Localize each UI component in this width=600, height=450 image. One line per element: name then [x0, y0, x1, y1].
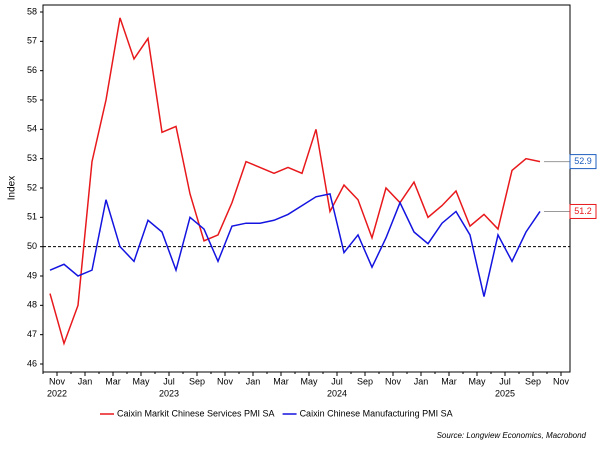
x-tick-label: Nov [553, 376, 570, 386]
series-line [49, 192, 541, 297]
x-tick-label: Sep [357, 376, 373, 386]
x-year-label: 2022 [47, 388, 67, 398]
x-tick-label: May [300, 376, 318, 386]
y-tick-label: 56 [27, 65, 37, 75]
y-axis-label: Index [7, 176, 18, 200]
y-tick-label: 46 [27, 358, 37, 368]
y-tick-label: 54 [27, 124, 37, 134]
legend-label: Caixin Markit Chinese Services PMI SA [117, 408, 275, 418]
x-tick-label: Jan [414, 376, 429, 386]
x-tick-label: Nov [385, 376, 402, 386]
x-tick-label: May [132, 376, 150, 386]
x-tick-label: Nov [217, 376, 234, 386]
x-tick-label: May [468, 376, 486, 386]
y-tick-label: 53 [27, 153, 37, 163]
end-label-text: 52.9 [574, 156, 592, 166]
y-tick-label: 55 [27, 94, 37, 104]
y-tick-label: 48 [27, 300, 37, 310]
x-tick-label: Mar [441, 376, 457, 386]
y-tick-label: 52 [27, 182, 37, 192]
x-year-label: 2025 [495, 388, 515, 398]
end-label-text: 51.2 [574, 206, 592, 216]
end-label: 51.2 [544, 203, 597, 219]
y-tick-label: 47 [27, 329, 37, 339]
plot-frame [42, 4, 571, 373]
x-tick-label: Jul [163, 376, 175, 386]
y-tick-label: 50 [27, 241, 37, 251]
x-year-label: 2023 [159, 388, 179, 398]
end-label-box [569, 154, 597, 170]
x-tick-label: Mar [273, 376, 289, 386]
x-tick-label: Sep [525, 376, 541, 386]
x-tick-label: Mar [105, 376, 121, 386]
x-tick-label: Jan [78, 376, 93, 386]
x-tick-label: Jan [246, 376, 261, 386]
source: Source: Longview Economics, Macrobond [437, 431, 587, 440]
y-tick-label: 57 [27, 36, 37, 46]
end-label-box [569, 203, 597, 219]
x-tick-label: Jul [499, 376, 511, 386]
series-line [49, 17, 541, 346]
y-tick-label: 51 [27, 212, 37, 222]
y-tick-label: 58 [27, 6, 37, 16]
x-tick-label: Sep [189, 376, 205, 386]
legend-label: Caixin Chinese Manufacturing PMI SA [300, 408, 453, 418]
end-label: 52.9 [544, 154, 597, 170]
x-tick-label: Jul [331, 376, 343, 386]
x-year-label: 2024 [327, 388, 347, 398]
y-tick-label: 49 [27, 270, 37, 280]
x-tick-label: Nov [49, 376, 66, 386]
